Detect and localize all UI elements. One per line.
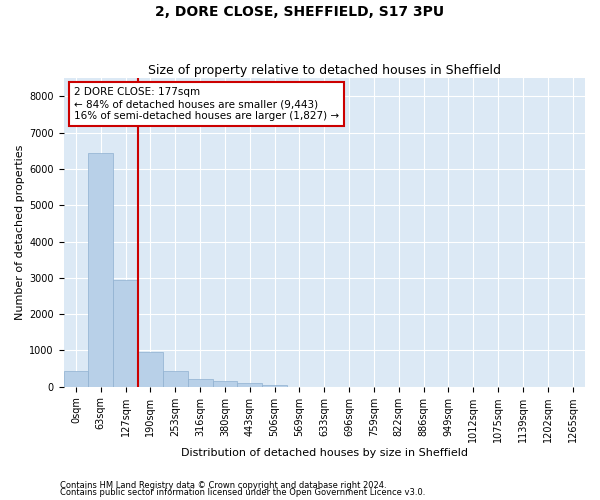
Bar [64,371,88,386]
Bar [212,382,238,386]
Bar [163,371,188,386]
Bar [262,385,287,386]
Title: Size of property relative to detached houses in Sheffield: Size of property relative to detached ho… [148,64,501,77]
X-axis label: Distribution of detached houses by size in Sheffield: Distribution of detached houses by size … [181,448,468,458]
Text: Contains HM Land Registry data © Crown copyright and database right 2024.: Contains HM Land Registry data © Crown c… [60,480,386,490]
Bar [138,352,163,386]
Bar [188,380,212,386]
Text: 2, DORE CLOSE, SHEFFIELD, S17 3PU: 2, DORE CLOSE, SHEFFIELD, S17 3PU [155,5,445,19]
Text: Contains public sector information licensed under the Open Government Licence v3: Contains public sector information licen… [60,488,425,497]
Text: 2 DORE CLOSE: 177sqm
← 84% of detached houses are smaller (9,443)
16% of semi-de: 2 DORE CLOSE: 177sqm ← 84% of detached h… [74,88,339,120]
Bar [113,280,138,386]
Bar [238,383,262,386]
Bar [88,152,113,386]
Y-axis label: Number of detached properties: Number of detached properties [15,145,25,320]
